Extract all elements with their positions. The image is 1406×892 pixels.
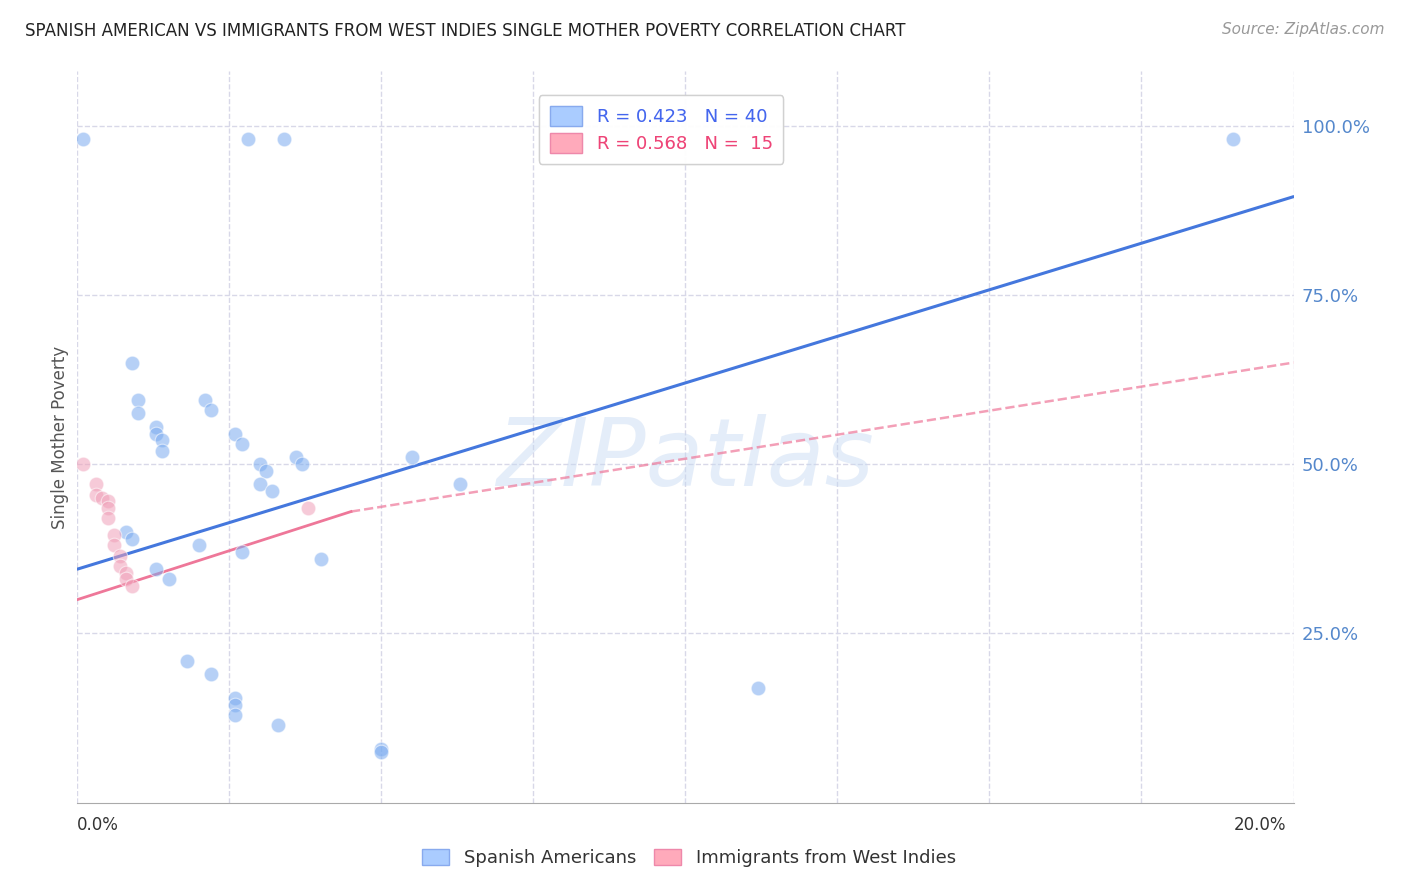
Point: [249, 457, 271, 471]
Point: [145, 426, 167, 441]
Point: [188, 538, 211, 552]
Point: [254, 464, 277, 478]
Point: [121, 532, 143, 546]
Point: [1222, 132, 1244, 146]
Point: [285, 450, 308, 465]
Point: [309, 552, 332, 566]
Point: [152, 434, 174, 448]
Text: 0.0%: 0.0%: [77, 816, 120, 834]
Point: [370, 745, 392, 759]
Point: [121, 355, 143, 369]
Text: 20.0%: 20.0%: [1234, 816, 1286, 834]
Point: [84, 477, 107, 491]
Point: [260, 484, 283, 499]
Point: [224, 707, 246, 722]
Point: [224, 426, 246, 441]
Legend: Spanish Americans, Immigrants from West Indies: Spanish Americans, Immigrants from West …: [415, 841, 963, 874]
Point: [401, 450, 423, 465]
Point: [145, 562, 167, 576]
Point: [157, 572, 180, 586]
Point: [249, 477, 271, 491]
Point: [103, 538, 125, 552]
Legend: R = 0.423   N = 40, R = 0.568   N =  15: R = 0.423 N = 40, R = 0.568 N = 15: [538, 95, 783, 164]
Point: [291, 457, 314, 471]
Text: ZIPatlas: ZIPatlas: [496, 414, 875, 505]
Point: [97, 511, 120, 525]
Point: [231, 545, 253, 559]
Point: [90, 491, 112, 505]
Point: [200, 667, 222, 681]
Point: [231, 437, 253, 451]
Point: [97, 494, 120, 508]
Point: [72, 132, 94, 146]
Point: [145, 420, 167, 434]
Point: [115, 524, 138, 539]
Point: [72, 457, 94, 471]
Point: [84, 488, 107, 502]
Point: [236, 132, 259, 146]
Point: [449, 477, 471, 491]
Point: [115, 566, 138, 580]
Point: [97, 501, 120, 516]
Point: [108, 549, 131, 563]
Point: [200, 403, 222, 417]
Point: [127, 392, 149, 407]
Point: [108, 558, 131, 573]
Text: Source: ZipAtlas.com: Source: ZipAtlas.com: [1222, 22, 1385, 37]
Point: [267, 718, 290, 732]
Point: [152, 443, 174, 458]
Point: [273, 132, 295, 146]
Point: [176, 654, 198, 668]
Point: [115, 572, 138, 586]
Point: [224, 698, 246, 712]
Point: [121, 579, 143, 593]
Point: [370, 741, 392, 756]
Y-axis label: Single Mother Poverty: Single Mother Poverty: [51, 345, 69, 529]
Point: [194, 392, 217, 407]
Point: [747, 681, 769, 695]
Point: [103, 528, 125, 542]
Point: [224, 690, 246, 705]
Point: [127, 406, 149, 420]
Text: SPANISH AMERICAN VS IMMIGRANTS FROM WEST INDIES SINGLE MOTHER POVERTY CORRELATIO: SPANISH AMERICAN VS IMMIGRANTS FROM WEST…: [25, 22, 905, 40]
Point: [297, 501, 319, 516]
